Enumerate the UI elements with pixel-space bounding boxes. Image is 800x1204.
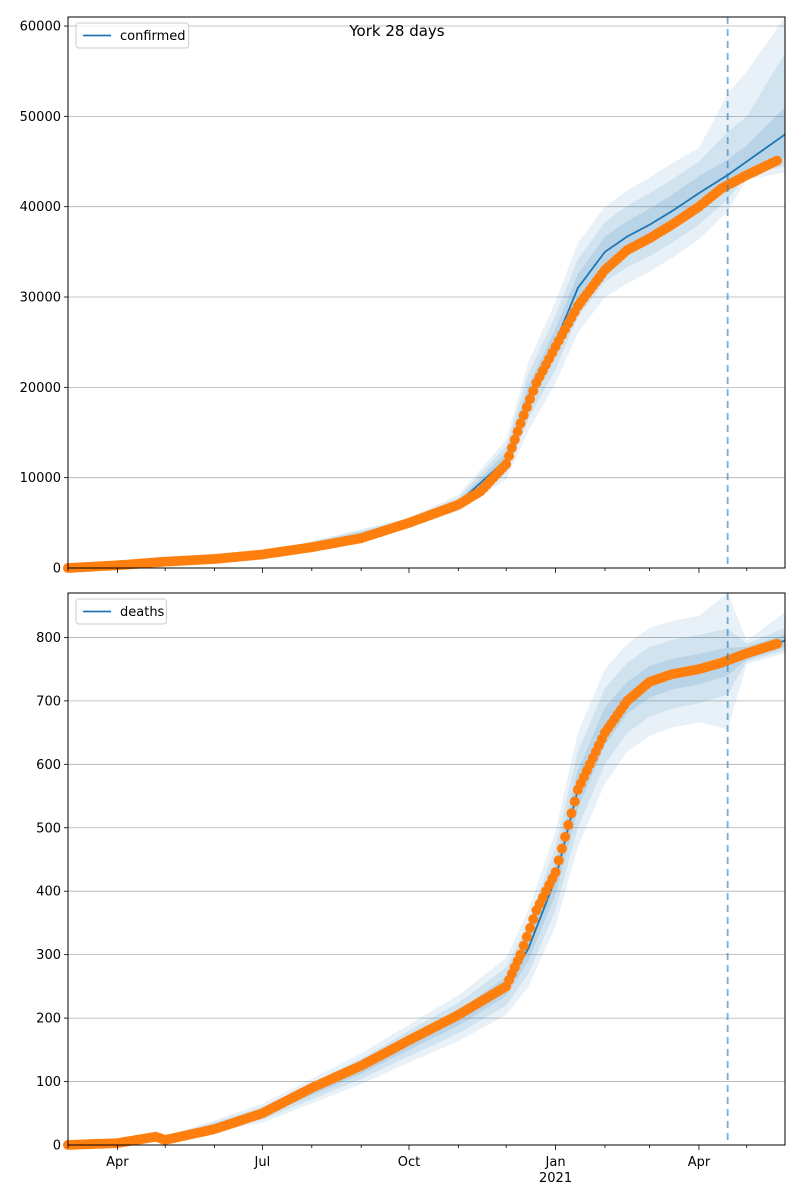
plot-frame [67,16,786,569]
observed-point [566,808,577,819]
y-tick-label: 800 [36,631,61,646]
panel-confirmed: 0 10000 20000 30000 40000 50000 60000 confirmed [20,16,786,577]
observed-point [518,410,529,421]
y-tick-label: 600 [36,758,61,773]
y-tick-label: 700 [36,694,61,709]
observed-point [556,843,567,854]
observed-point [528,914,539,925]
observed-point [501,459,512,470]
band-outer2 [68,17,785,568]
plot-frame [67,592,786,1146]
y-tick-label: 60000 [20,20,61,35]
observed-point [553,855,564,866]
legend-box [75,22,190,49]
observed-point [528,385,539,396]
observed-point [563,820,574,831]
band-outer [68,53,785,568]
observed-point [515,418,526,429]
y-tick-label: 100 [36,1075,61,1090]
band-outer [68,627,785,1145]
y-tick-label: 200 [36,1012,61,1027]
y-tick-label: 300 [36,948,61,963]
observed-point [515,949,526,960]
y-tick-label: 0 [53,562,61,577]
observed-point [506,442,517,453]
observed-point [521,931,532,942]
x-tick-label: Oct [398,1155,420,1170]
legend: confirmed [75,22,190,49]
chart-title: York 28 days [348,22,444,40]
x-tick-label: Apr [106,1155,129,1170]
observed-point [525,394,536,405]
x-tick-label: Apr [688,1155,711,1170]
observed-point [521,402,532,413]
observed-point [518,940,529,951]
legend: deaths [75,598,167,625]
observed-point [509,434,520,445]
x-tick-label: Jan [545,1155,566,1170]
y-tick-label: 20000 [20,381,61,396]
observed-point [772,638,783,649]
y-tick-label: 40000 [20,200,61,215]
y-tick-label: 0 [53,1139,61,1154]
observed-point [550,867,561,878]
y-tick-label: 500 [36,821,61,836]
y-tick-label: 50000 [20,110,61,125]
y-tick-label: 10000 [20,471,61,486]
legend-label: confirmed [120,29,186,44]
legend-box [75,598,167,625]
observed-point [569,796,580,807]
x-tick-label: Jul [254,1155,271,1170]
panel-deaths: 0 100 200 300 400 500 600 700 800 deaths Apr Jul Oct… [36,592,786,1186]
observed-point [512,426,523,437]
observed-point [525,923,536,934]
legend-label: deaths [120,605,165,620]
y-tick-label: 30000 [20,291,61,306]
observed-point [504,450,515,461]
y-tick-label: 400 [36,885,61,900]
x-year-label: 2021 [539,1171,572,1186]
observed-point [772,155,783,166]
observed-point [560,831,571,842]
